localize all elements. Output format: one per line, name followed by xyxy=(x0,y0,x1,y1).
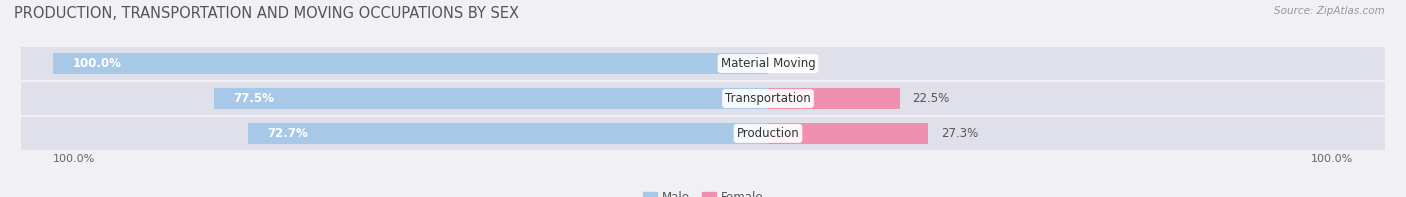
Bar xyxy=(21,82,1385,115)
Text: Transportation: Transportation xyxy=(725,92,811,105)
Text: Material Moving: Material Moving xyxy=(721,57,815,70)
Text: 100.0%: 100.0% xyxy=(1310,154,1353,164)
Text: 100.0%: 100.0% xyxy=(73,57,121,70)
Text: 72.7%: 72.7% xyxy=(267,127,308,140)
Text: 22.5%: 22.5% xyxy=(912,92,950,105)
Text: Source: ZipAtlas.com: Source: ZipAtlas.com xyxy=(1274,6,1385,16)
Legend: Male, Female: Male, Female xyxy=(638,186,768,197)
Text: PRODUCTION, TRANSPORTATION AND MOVING OCCUPATIONS BY SEX: PRODUCTION, TRANSPORTATION AND MOVING OC… xyxy=(14,6,519,21)
Bar xyxy=(768,88,900,109)
Bar xyxy=(768,123,928,144)
Text: Production: Production xyxy=(737,127,800,140)
Bar xyxy=(53,53,768,74)
Text: 0.0%: 0.0% xyxy=(780,57,811,70)
Text: 27.3%: 27.3% xyxy=(941,127,979,140)
Bar xyxy=(249,123,768,144)
Bar xyxy=(214,88,768,109)
Bar xyxy=(21,47,1385,80)
Text: 100.0%: 100.0% xyxy=(53,154,96,164)
Bar xyxy=(21,117,1385,150)
Text: 77.5%: 77.5% xyxy=(233,92,274,105)
